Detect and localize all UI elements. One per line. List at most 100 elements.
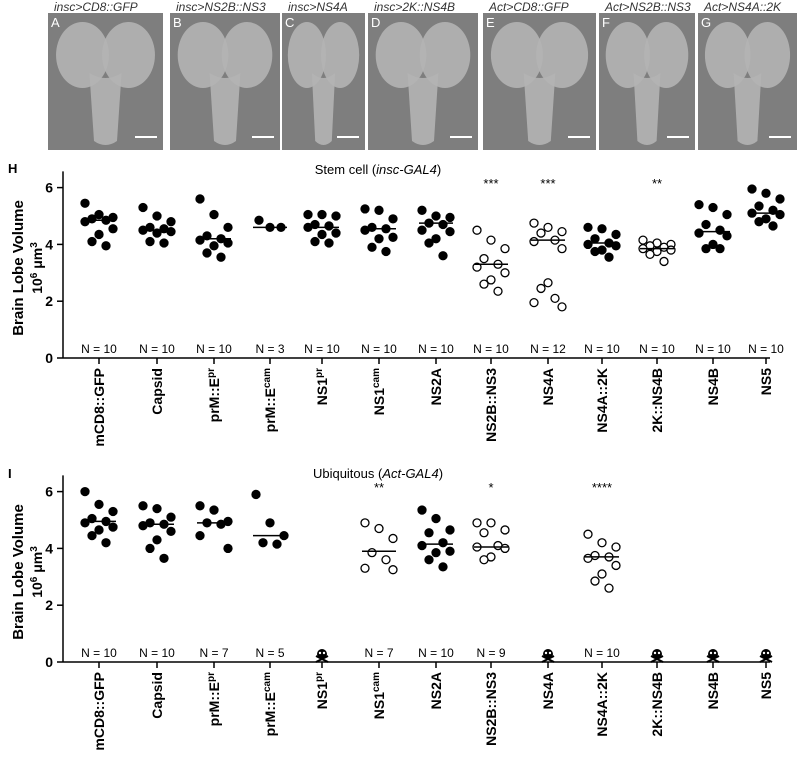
n-count-label: N = 10: [748, 342, 784, 356]
data-point: [583, 553, 593, 563]
data-point: [101, 241, 111, 251]
data-point: [438, 562, 448, 572]
data-point: [80, 198, 90, 208]
panel-letter: D: [371, 15, 381, 30]
data-point: [87, 236, 97, 247]
data-point: [694, 199, 704, 210]
data-point: [360, 204, 370, 214]
panel-letter: G: [701, 15, 712, 30]
data-point: [431, 234, 441, 244]
x-tick-label: NS1cam: [371, 368, 387, 415]
n-count-label: N = 3: [255, 342, 284, 356]
significance-marker: ***: [483, 176, 498, 191]
data-point: [388, 214, 398, 224]
data-point: [417, 205, 427, 215]
data-point: [604, 583, 614, 593]
data-point: [583, 529, 593, 539]
x-tick-label: NS4A::2K: [594, 672, 610, 737]
data-point: [166, 217, 176, 227]
x-tick-label: NS2B::NS3: [483, 672, 499, 746]
y-tick-label: 2: [45, 293, 53, 309]
data-point: [472, 518, 482, 528]
x-tick-label: NS4A::2K: [594, 368, 610, 433]
data-point: [424, 555, 434, 565]
data-point: [486, 275, 496, 285]
data-point: [611, 241, 621, 251]
data-point: [195, 235, 205, 245]
brain-micrograph: B: [170, 13, 280, 150]
data-point: [209, 241, 219, 251]
panel-letter-i: I: [8, 466, 12, 481]
y-axis-label: Brain Lobe Volume: [10, 200, 27, 336]
data-point: [324, 238, 334, 248]
data-point: [94, 209, 104, 220]
data-point: [715, 225, 725, 235]
data-point: [265, 518, 275, 528]
data-point: [445, 226, 455, 237]
data-point: [611, 560, 621, 571]
data-point: [543, 278, 553, 288]
data-point: [536, 283, 546, 294]
data-point: [166, 226, 176, 237]
x-tick-label: mCD8::GFP: [91, 368, 107, 447]
data-point: [360, 518, 370, 528]
data-point: [108, 224, 118, 234]
n-count-label: N = 10: [584, 646, 620, 660]
data-point: [166, 512, 176, 522]
data-point: [500, 525, 510, 535]
significance-marker: *: [488, 480, 493, 495]
brain-tissue-shape: [56, 22, 155, 145]
data-point: [324, 221, 334, 231]
data-point: [768, 221, 778, 231]
n-count-label: N = 5: [255, 646, 284, 660]
data-point: [331, 228, 341, 238]
data-point: [254, 215, 264, 225]
panel-title: Act>CD8::GFP: [489, 0, 569, 14]
data-point: [597, 538, 607, 548]
data-point: [708, 239, 718, 250]
brain-tissue-shape: [490, 22, 589, 145]
data-point: [101, 538, 111, 548]
data-point: [417, 505, 427, 515]
data-point: [272, 539, 282, 549]
data-point: [590, 246, 600, 257]
scale-bar: [450, 136, 472, 138]
n-count-label: N = 10: [473, 342, 509, 356]
data-point: [367, 548, 377, 558]
data-point: [604, 252, 614, 262]
data-point: [87, 530, 97, 541]
data-point: [223, 543, 233, 554]
n-count-label: N = 10: [196, 342, 232, 356]
data-point: [479, 528, 489, 538]
data-point: [202, 248, 212, 258]
data-point: [611, 542, 621, 552]
significance-marker: ***: [540, 176, 555, 191]
y-tick-label: 0: [45, 350, 53, 366]
x-tick-label: Capsid: [149, 368, 165, 415]
data-point: [317, 209, 327, 220]
data-point: [536, 228, 546, 238]
data-point: [317, 229, 327, 240]
data-point: [80, 217, 90, 227]
y-tick-label: 4: [45, 236, 53, 252]
data-point: [145, 543, 155, 554]
data-point: [216, 519, 226, 529]
data-point: [529, 236, 539, 247]
chart-title: Ubiquitous (Act-GAL4): [313, 466, 443, 481]
data-point: [638, 235, 648, 245]
data-point: [500, 543, 510, 554]
data-point: [360, 563, 370, 573]
n-count-label: N = 10: [584, 342, 620, 356]
data-point: [550, 293, 560, 304]
data-point: [479, 253, 489, 264]
panel-title: insc>NS4A: [288, 0, 348, 14]
brain-tissue-shape: [605, 22, 689, 145]
data-point: [251, 489, 261, 500]
n-count-label: N = 12: [530, 342, 566, 356]
data-point: [152, 535, 162, 545]
x-tick-label: NS5: [758, 368, 774, 395]
data-point: [438, 538, 448, 548]
data-point: [500, 268, 510, 278]
data-point: [701, 244, 711, 254]
